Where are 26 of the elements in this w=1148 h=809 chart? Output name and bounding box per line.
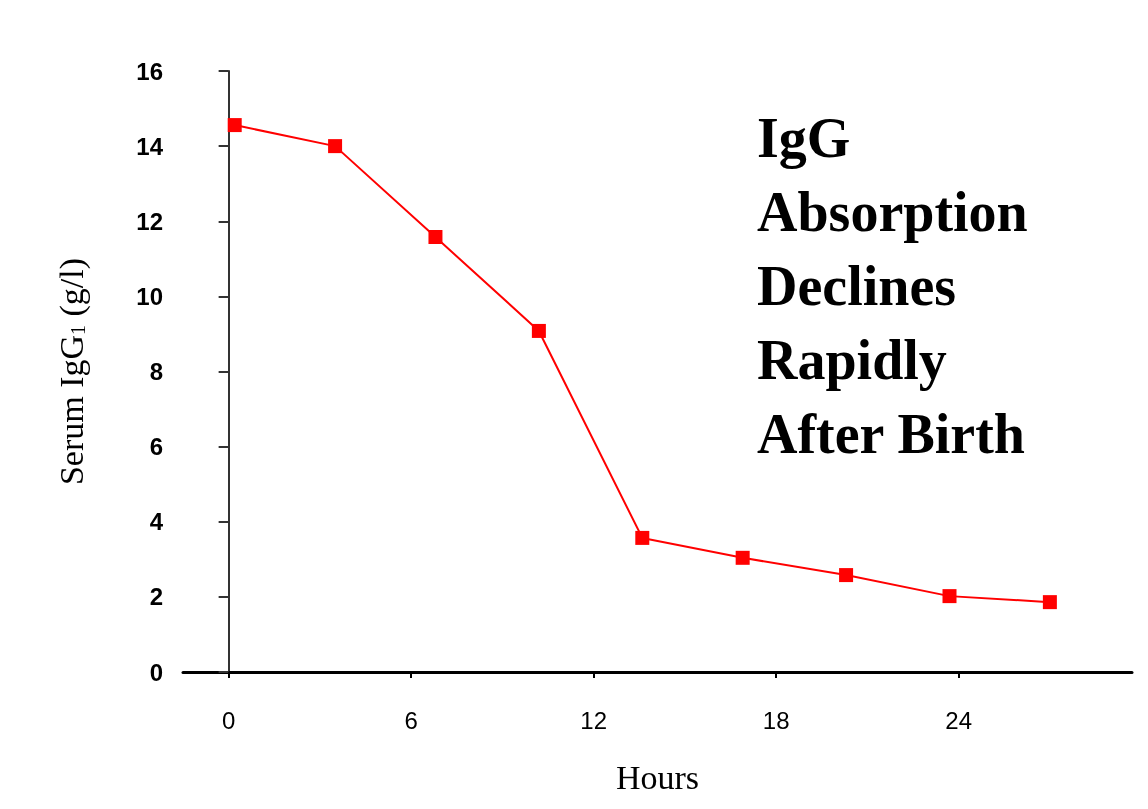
y-tick-label: 2	[149, 583, 163, 611]
x-tick-label: 12	[580, 706, 607, 734]
point	[635, 530, 650, 545]
x-tick-label: 18	[762, 706, 790, 734]
point	[328, 139, 343, 154]
y-tick-label: 8	[149, 358, 163, 385]
y-tick-label: 16	[136, 57, 163, 85]
x-axis-title: Hours	[615, 758, 700, 796]
y-tick-label: 12	[136, 207, 163, 235]
y-tick-label: 6	[149, 433, 163, 461]
y-tick-label: 0	[149, 658, 163, 686]
y-tick-label: 14	[136, 132, 164, 160]
point	[428, 230, 443, 245]
y-tick-label: 10	[136, 282, 163, 310]
point	[942, 589, 957, 604]
point	[1042, 595, 1057, 610]
y-axis-title: Serum IgG1 (g/l)	[52, 257, 91, 486]
point	[227, 118, 242, 133]
point	[735, 550, 750, 565]
y-tick-label: 4	[149, 508, 164, 536]
point	[531, 323, 546, 338]
point	[839, 568, 854, 583]
x-tick-label: 0	[221, 706, 236, 734]
text: IgG Absorption Declines Rapidly After Birth	[757, 107, 1042, 465]
x-tick-label: 6	[404, 706, 418, 734]
x-tick-label: 24	[945, 706, 972, 734]
